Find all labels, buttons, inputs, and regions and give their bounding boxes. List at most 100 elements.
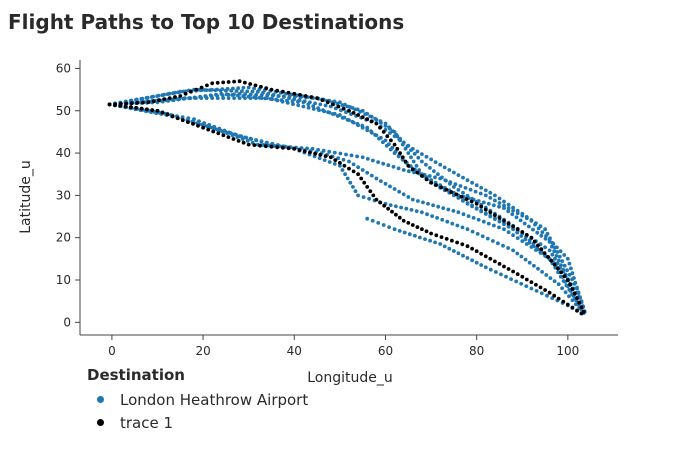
- data-point: [468, 187, 473, 192]
- data-point: [320, 98, 325, 103]
- data-point: [504, 274, 508, 279]
- data-point: [556, 266, 560, 271]
- data-point: [540, 230, 545, 235]
- data-point: [565, 256, 570, 261]
- data-point: [291, 102, 295, 106]
- data-point: [461, 175, 465, 180]
- data-point: [560, 286, 564, 291]
- data-point: [550, 252, 555, 257]
- data-point: [515, 227, 520, 232]
- data-point: [286, 146, 291, 151]
- legend-item[interactable]: London Heathrow Airport: [87, 388, 308, 411]
- data-point: [532, 239, 537, 244]
- data-point: [550, 244, 554, 249]
- data-point: [506, 221, 511, 226]
- data-point: [565, 268, 569, 273]
- data-point: [435, 216, 439, 220]
- data-point: [543, 288, 547, 292]
- data-point: [342, 163, 347, 168]
- data-point: [211, 129, 216, 134]
- data-point: [529, 245, 534, 249]
- data-point: [518, 218, 523, 223]
- data-point: [361, 195, 366, 200]
- data-point: [196, 123, 200, 128]
- data-point: [483, 188, 488, 193]
- data-point: [261, 90, 265, 95]
- data-point: [491, 239, 495, 243]
- data-point: [436, 172, 440, 177]
- data-point: [456, 210, 461, 215]
- data-point: [365, 128, 370, 133]
- data-point: [387, 125, 391, 130]
- data-point: [178, 94, 183, 98]
- data-point: [555, 245, 559, 250]
- data-point: [224, 88, 228, 93]
- data-point: [402, 230, 407, 235]
- data-point: [296, 99, 300, 104]
- data-point: [476, 199, 481, 203]
- data-point: [281, 89, 285, 94]
- data-point: [479, 251, 484, 256]
- data-point: [558, 274, 563, 279]
- data-point: [327, 149, 332, 154]
- data-point: [501, 243, 505, 248]
- legend-marker: [97, 396, 104, 403]
- data-point: [549, 258, 554, 263]
- data-point: [552, 262, 557, 267]
- data-point: [536, 266, 540, 271]
- data-point: [343, 102, 347, 107]
- axes: 0 20 40 60 80 100 0 10 20 30 40 50 60: [56, 60, 618, 358]
- data-point: [448, 180, 453, 185]
- data-point: [351, 111, 356, 115]
- data-point: [356, 123, 360, 128]
- data-point: [322, 109, 327, 114]
- data-point: [540, 270, 544, 274]
- data-point: [433, 240, 437, 245]
- data-point: [218, 88, 223, 93]
- series-heathrow: [107, 85, 587, 316]
- data-point: [353, 107, 357, 112]
- data-point: [327, 110, 332, 115]
- data-point: [386, 163, 391, 168]
- data-point: [446, 207, 451, 212]
- data-point: [492, 223, 496, 228]
- data-point: [129, 105, 133, 110]
- data-point: [465, 256, 470, 260]
- data-point: [171, 91, 175, 96]
- data-point: [543, 245, 547, 250]
- data-point: [451, 209, 456, 213]
- data-point: [565, 302, 570, 307]
- data-point: [474, 183, 479, 188]
- data-point: [466, 214, 471, 219]
- data-point: [382, 203, 387, 208]
- data-point: [406, 151, 411, 156]
- data-point: [577, 300, 582, 305]
- data-point: [570, 287, 575, 291]
- data-point: [443, 178, 448, 183]
- data-point: [404, 206, 409, 211]
- data-point: [556, 258, 561, 263]
- data-point: [561, 267, 566, 272]
- data-point: [275, 98, 280, 103]
- data-point: [483, 211, 488, 216]
- data-point: [323, 103, 328, 108]
- data-point: [506, 267, 511, 271]
- data-point: [365, 170, 370, 175]
- data-point: [536, 226, 541, 231]
- data-point: [475, 232, 480, 236]
- data-point: [351, 162, 356, 167]
- data-point: [150, 108, 155, 112]
- data-point: [219, 91, 224, 96]
- data-point: [502, 203, 506, 208]
- data-point: [406, 163, 411, 168]
- data-point: [362, 180, 367, 185]
- legend-item[interactable]: trace 1: [87, 411, 308, 434]
- data-point: [511, 248, 515, 253]
- data-point: [231, 137, 236, 141]
- data-point: [332, 99, 337, 104]
- data-point: [514, 279, 519, 284]
- data-point: [204, 96, 209, 100]
- data-point: [292, 146, 297, 151]
- data-point: [192, 117, 196, 122]
